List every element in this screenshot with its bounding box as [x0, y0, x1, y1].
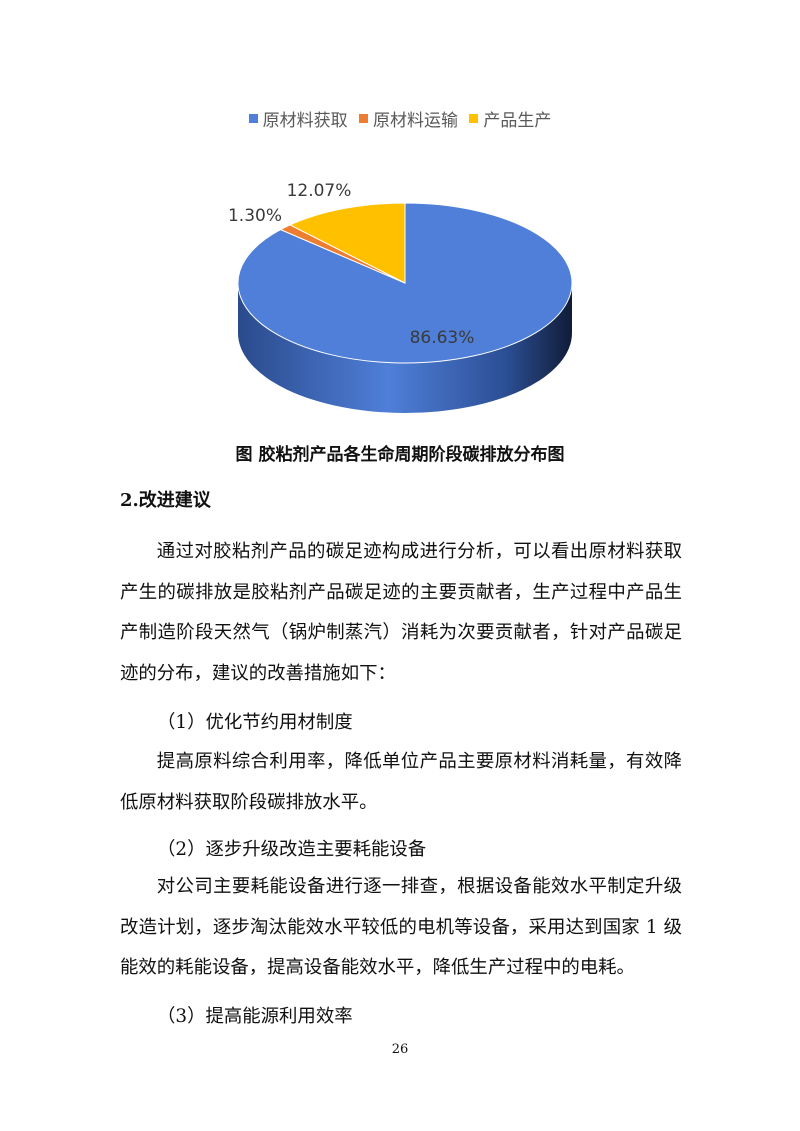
legend-label: 产品生产	[483, 111, 552, 131]
paragraph: 对公司主要耗能设备进行逐一排查，根据设备能效水平制定升级改造计划，逐步淘汰能效水…	[120, 876, 682, 978]
data-label: 12.07%	[287, 181, 352, 201]
paragraph: 通过对胶粘剂产品的碳足迹构成进行分析，可以看出原材料获取产生的碳排放是胶粘剂产品…	[120, 541, 682, 684]
legend-item: 原材料运输	[359, 106, 458, 131]
data-label: 86.63%	[410, 328, 475, 348]
pie-chart: 86.63% 1.30% 12.07%	[228, 181, 573, 413]
data-label: 1.30%	[228, 206, 282, 226]
item-heading: （2）逐步升级改造主要耗能设备	[157, 839, 427, 860]
figure-caption: 图 胶粘剂产品各生命周期阶段碳排放分布图	[235, 445, 565, 465]
legend-item: 产品生产	[469, 106, 551, 131]
item-heading: （1）优化节约用材制度	[157, 712, 353, 733]
legend-swatch	[248, 114, 258, 123]
pie-side	[238, 283, 572, 413]
pie-slice	[288, 202, 406, 284]
legend-swatch	[469, 114, 479, 123]
chart-legend: 原材料获取 原材料运输 产品生产	[0, 106, 800, 131]
legend-label: 原材料获取	[262, 111, 348, 131]
legend-item: 原材料获取	[248, 106, 348, 131]
page-number: 26	[391, 1042, 409, 1057]
paragraph: 提高原料综合利用率，降低单位产品主要原材料消耗量，有效降低原材料获取阶段碳排放水…	[120, 751, 682, 813]
item-heading: （3）提高能源利用效率	[157, 1006, 353, 1027]
section-heading: 2.改进建议	[120, 490, 211, 511]
legend-label: 原材料运输	[373, 111, 458, 131]
legend-swatch	[359, 114, 368, 123]
